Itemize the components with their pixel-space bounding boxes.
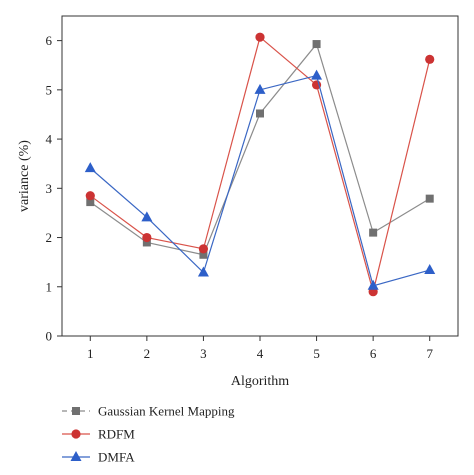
y-tick-label: 5 — [46, 82, 53, 97]
data-point — [311, 69, 323, 80]
legend-marker — [70, 451, 82, 461]
data-point — [199, 250, 208, 259]
series-line — [89, 74, 430, 287]
legend: Gaussian Kernel Mapping RDFM DMFA — [62, 404, 235, 465]
series-circle — [85, 32, 435, 297]
data-point — [142, 238, 151, 247]
y-tick-label: 6 — [46, 33, 53, 48]
data-point — [424, 264, 436, 275]
legend-label: DMFA — [98, 450, 135, 465]
data-point — [367, 279, 379, 290]
legend-item: RDFM — [62, 427, 135, 442]
y-tick-label: 1 — [46, 279, 53, 294]
data-point — [84, 162, 96, 173]
legend-label: Gaussian Kernel Mapping — [98, 404, 235, 419]
legend-marker — [71, 429, 81, 439]
x-tick-label: 4 — [257, 346, 264, 361]
x-tick-label: 6 — [370, 346, 377, 361]
data-point — [142, 232, 152, 243]
y-tick-label: 0 — [46, 329, 53, 344]
x-tick-label: 3 — [200, 346, 207, 361]
x-tick-label: 1 — [87, 346, 94, 361]
series-line — [89, 42, 431, 256]
data-point — [254, 83, 266, 94]
y-axis-title: variance (%) — [17, 140, 32, 212]
legend-item: DMFA — [62, 450, 135, 465]
legend-label: RDFM — [98, 427, 135, 442]
data-point — [369, 228, 378, 237]
x-axis-title: Algorithm — [231, 374, 289, 389]
data-point — [255, 32, 265, 42]
data-point — [141, 211, 153, 222]
y-tick-label: 2 — [46, 230, 53, 245]
data-point — [425, 54, 435, 64]
y-tick-label: 4 — [46, 132, 53, 147]
data-point — [256, 109, 264, 118]
data-point — [312, 40, 321, 49]
data-point — [197, 266, 209, 277]
series-square — [86, 40, 434, 259]
data-point — [86, 198, 95, 207]
legend-marker — [72, 407, 80, 415]
data-point — [425, 194, 434, 203]
data-point — [85, 191, 95, 201]
x-tick-label: 5 — [313, 346, 320, 361]
series-triangle — [84, 69, 436, 290]
axis-layer: 1 2 3 4 5 6 7 0 1 2 3 4 5 6 — [46, 33, 434, 361]
plot-frame — [61, 15, 459, 337]
x-tick-label: 2 — [144, 346, 151, 361]
x-tick-label: 7 — [426, 346, 433, 361]
data-point — [198, 244, 209, 254]
y-tick-label: 3 — [46, 181, 53, 196]
plot-layer — [84, 32, 436, 297]
legend-item: Gaussian Kernel Mapping — [62, 404, 235, 419]
series-line — [89, 36, 431, 295]
